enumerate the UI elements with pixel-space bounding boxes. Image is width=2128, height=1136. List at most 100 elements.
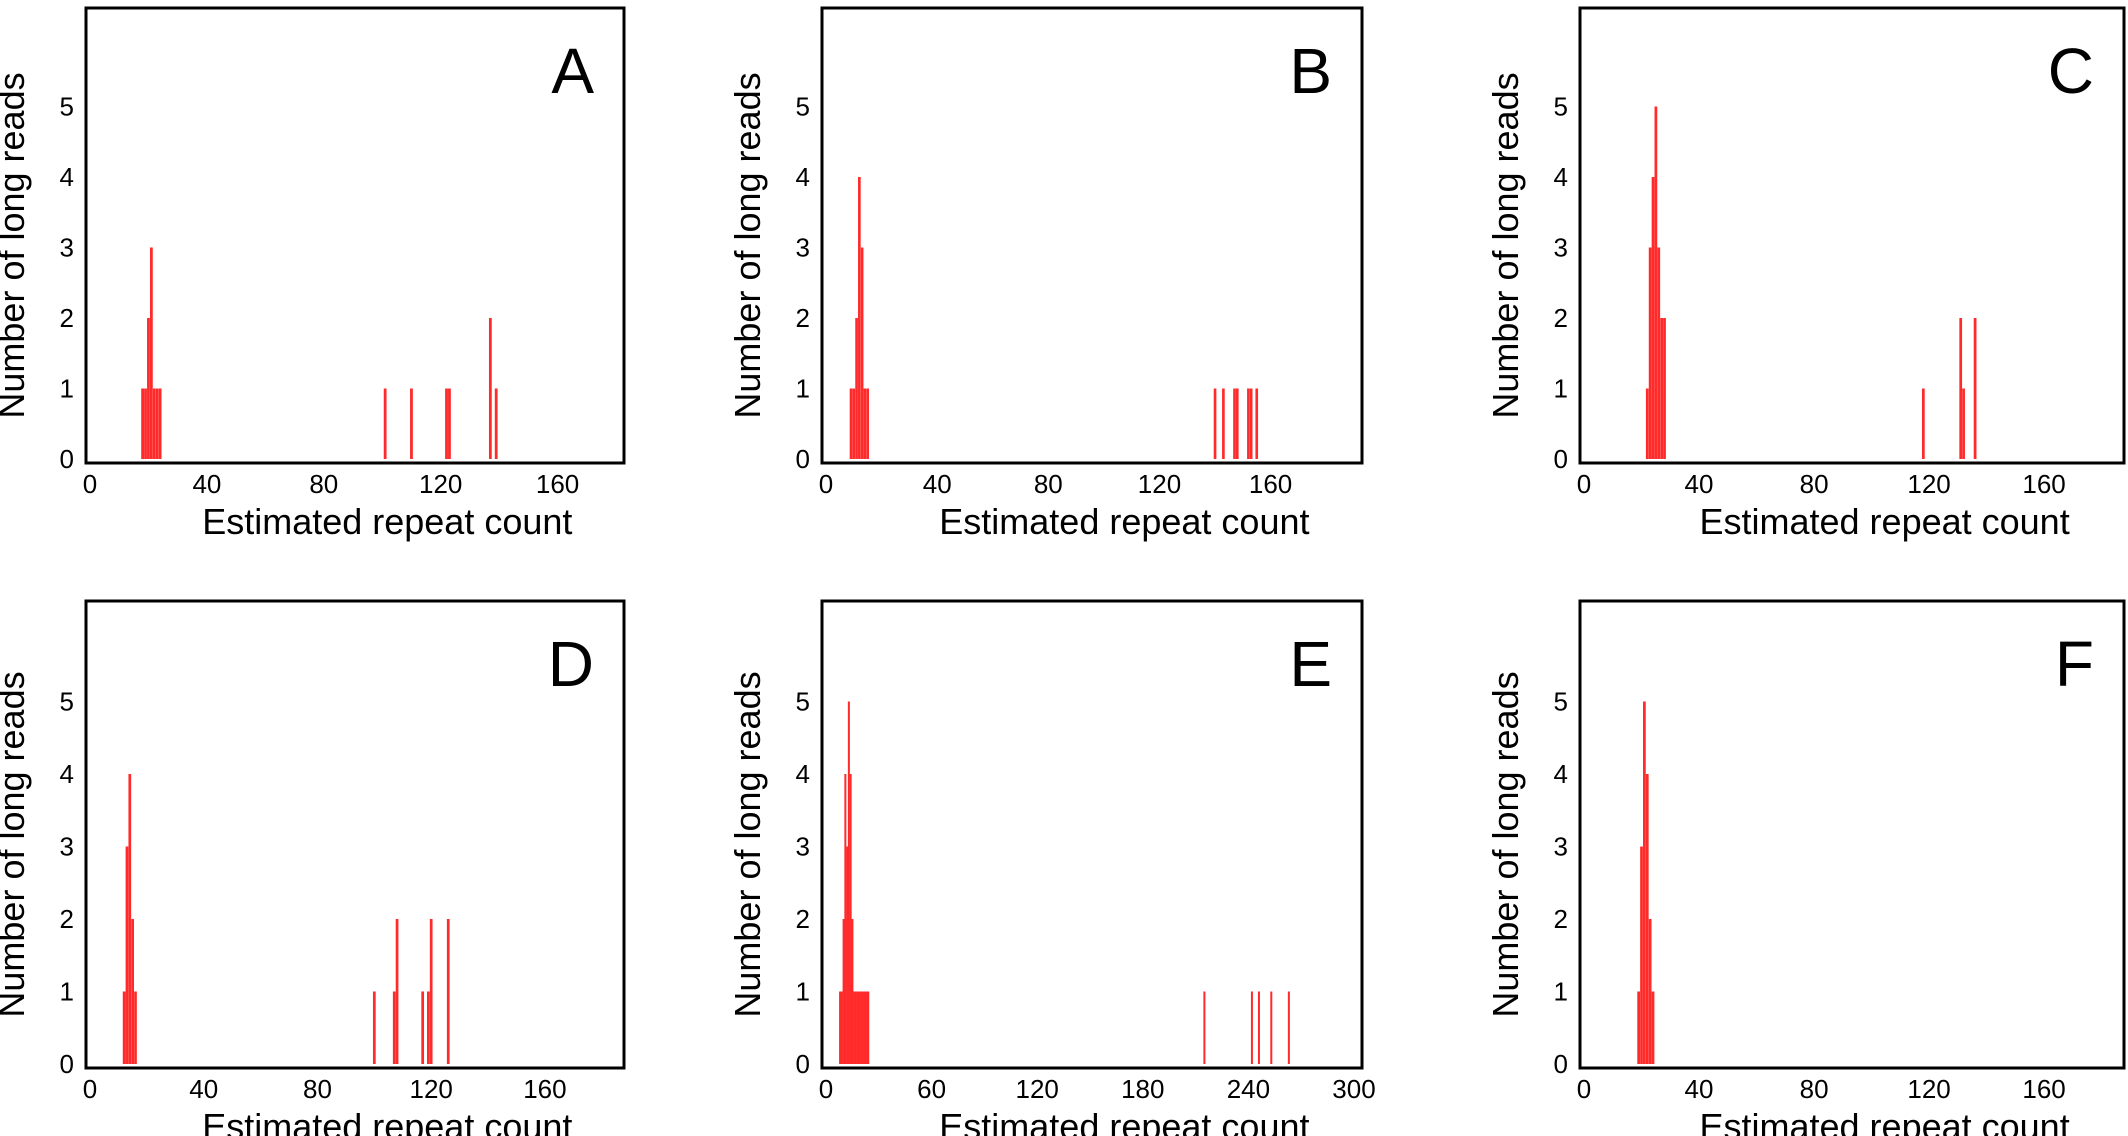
plot-frame	[820, 6, 1364, 465]
bar	[856, 991, 859, 1064]
y-tick-label: 3	[796, 233, 810, 263]
bar	[852, 388, 856, 459]
y-tick-label: 3	[60, 233, 74, 263]
bar	[429, 919, 433, 1064]
x-tick-label: 40	[1685, 1074, 1714, 1104]
bar	[494, 388, 498, 459]
y-tick-label: 0	[1554, 1049, 1568, 1079]
bar	[861, 991, 864, 1064]
bar	[1962, 388, 1965, 459]
x-tick-label: 40	[192, 469, 221, 499]
bar	[854, 991, 857, 1064]
y-axis-title: Number of long reads	[727, 671, 768, 1017]
bar	[858, 177, 861, 459]
y-tick-label: 3	[1554, 832, 1568, 862]
y-tick-label: 5	[796, 687, 810, 717]
y-tick-label: 0	[1554, 444, 1568, 474]
bar	[1654, 106, 1658, 459]
bar	[863, 991, 866, 1064]
x-axis-title: Estimated repeat count	[1699, 1106, 2069, 1136]
x-tick-label: 0	[1577, 1074, 1591, 1104]
x-axis-title: Estimated repeat count	[202, 1106, 572, 1136]
y-tick-label: 5	[60, 687, 74, 717]
y-tick-label: 1	[60, 374, 74, 404]
y-tick-label: 2	[60, 904, 74, 934]
x-tick-label: 60	[917, 1074, 946, 1104]
y-tick-label: 0	[60, 1049, 74, 1079]
x-axis-title: Estimated repeat count	[1699, 501, 2069, 542]
bar	[847, 701, 850, 1064]
bar	[144, 388, 147, 459]
bar	[1959, 318, 1963, 459]
bar	[155, 388, 159, 459]
bar	[122, 991, 126, 1064]
bar	[851, 919, 854, 1064]
y-tick-label: 3	[1554, 233, 1568, 263]
bar	[1203, 991, 1206, 1064]
bar	[448, 388, 451, 459]
bar	[1222, 388, 1225, 459]
bar	[1213, 388, 1217, 459]
y-tick-label: 0	[796, 1049, 810, 1079]
bar	[1921, 388, 1925, 459]
y-tick-label: 5	[60, 92, 74, 122]
x-tick-label: 0	[1577, 469, 1591, 499]
bar	[152, 388, 156, 459]
bar	[1648, 247, 1652, 459]
y-tick-label: 1	[796, 977, 810, 1007]
bar	[158, 388, 162, 459]
panel-letter: F	[2055, 628, 2094, 700]
bar	[1637, 991, 1640, 1064]
panel-letter: A	[551, 35, 594, 107]
x-tick-label: 120	[1907, 469, 1950, 499]
bar	[427, 991, 430, 1064]
y-tick-label: 1	[796, 374, 810, 404]
y-tick-label: 5	[1554, 92, 1568, 122]
bar	[866, 388, 869, 459]
x-tick-label: 40	[189, 1074, 218, 1104]
panel-letter: D	[548, 628, 594, 700]
bar	[860, 247, 864, 459]
plot-frame	[84, 6, 626, 465]
bar	[125, 846, 129, 1064]
bar	[1663, 318, 1666, 459]
x-tick-label: 160	[2022, 469, 2065, 499]
bar	[410, 388, 413, 459]
x-tick-label: 40	[1685, 469, 1714, 499]
bar	[383, 388, 387, 459]
bar	[1973, 318, 1977, 459]
x-tick-label: 0	[819, 1074, 833, 1104]
x-tick-label: 160	[1249, 469, 1292, 499]
bar	[1249, 388, 1253, 459]
bar	[860, 991, 863, 1064]
bar	[1645, 774, 1649, 1064]
x-tick-label: 300	[1332, 1074, 1375, 1104]
x-tick-label: 0	[83, 469, 97, 499]
plot-frame	[1578, 599, 2126, 1070]
bar	[1651, 991, 1655, 1064]
plot-frame	[820, 599, 1364, 1070]
x-tick-label: 0	[83, 1074, 97, 1104]
bar	[1257, 991, 1260, 1064]
bar	[392, 991, 396, 1064]
x-axis-title: Estimated repeat count	[939, 1106, 1309, 1136]
bar	[1233, 388, 1236, 459]
x-tick-label: 180	[1121, 1074, 1164, 1104]
bar	[1287, 991, 1290, 1064]
y-axis-title: Number of long reads	[1485, 671, 1526, 1017]
x-tick-label: 160	[536, 469, 579, 499]
bar	[395, 919, 399, 1064]
bar	[1657, 247, 1661, 459]
x-tick-label: 120	[1907, 1074, 1950, 1104]
x-tick-label: 120	[1016, 1074, 1059, 1104]
x-tick-label: 0	[819, 469, 833, 499]
bar	[853, 991, 856, 1064]
y-tick-label: 4	[1554, 759, 1568, 789]
x-tick-label: 40	[923, 469, 952, 499]
bar	[1247, 388, 1250, 459]
y-tick-label: 2	[1554, 303, 1568, 333]
bar	[839, 991, 842, 1064]
bar	[372, 991, 376, 1064]
bar	[1648, 919, 1652, 1064]
